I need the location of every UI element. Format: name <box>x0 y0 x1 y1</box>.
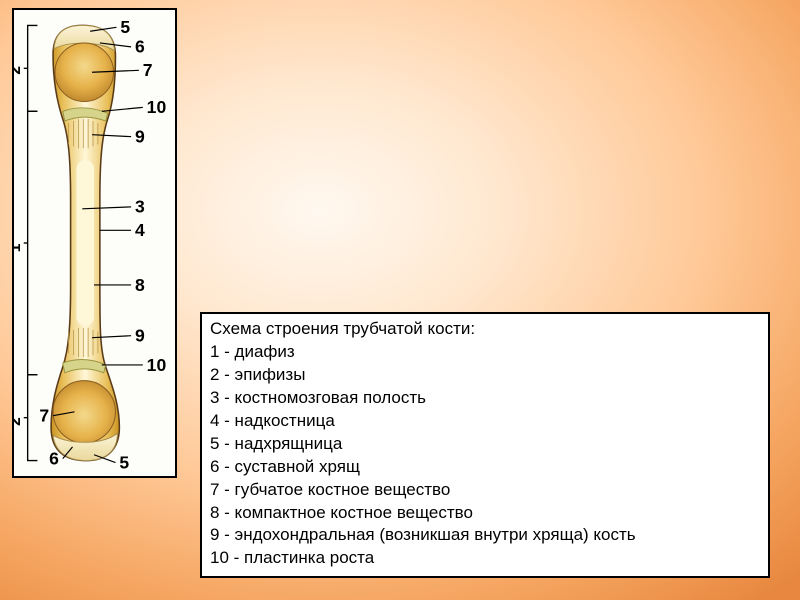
bracket-label: 2 <box>14 417 24 426</box>
section-brackets: 1 2 2 <box>14 25 37 460</box>
legend-row: 6 - суставной хрящ <box>210 456 760 479</box>
legend-row: 1 - диафиз <box>210 341 760 364</box>
pointer-label: 5 <box>120 17 130 37</box>
legend-items: 1 - диафиз2 - эпифизы3 - костномозговая … <box>210 341 760 570</box>
pointer-label: 5 <box>119 452 129 472</box>
pointer-label: 7 <box>143 60 153 80</box>
pointer-label: 6 <box>49 448 59 468</box>
bracket <box>28 111 38 374</box>
marrow-cavity <box>76 160 94 326</box>
legend-row: 4 - надкостница <box>210 410 760 433</box>
pointer-label: 9 <box>135 326 145 346</box>
legend-title: Схема строения трубчатой кости: <box>210 318 760 341</box>
bone-shape <box>51 25 119 460</box>
bracket-label: 1 <box>14 243 24 252</box>
legend-row: 3 - костномозговая полость <box>210 387 760 410</box>
pointer-label: 3 <box>135 197 145 217</box>
pointer-label: 6 <box>135 37 145 57</box>
legend-row: 10 - пластинка роста <box>210 547 760 570</box>
legend-row: 9 - эндохондральная (возникшая внутри хр… <box>210 524 760 547</box>
bone-diagram-svg: 122 567109348910765 <box>14 10 175 476</box>
pointer-label: 8 <box>135 275 145 295</box>
pointer-label: 9 <box>135 126 145 146</box>
bracket-label: 2 <box>14 66 24 75</box>
legend-row: 7 - губчатое костное вещество <box>210 479 760 502</box>
legend-row: 2 - эпифизы <box>210 364 760 387</box>
bracket <box>28 375 38 461</box>
pointer-label: 4 <box>135 220 145 240</box>
legend-row: 8 - компактное костное вещество <box>210 502 760 525</box>
bracket <box>28 25 38 111</box>
pointer-label: 10 <box>147 97 167 117</box>
inferior-epiphysis <box>53 381 115 443</box>
bone-diagram-panel: 122 567109348910765 <box>12 8 177 478</box>
legend-panel: Схема строения трубчатой кости: 1 - диаф… <box>200 312 770 578</box>
pointer-label: 7 <box>39 406 49 426</box>
pointer-label: 10 <box>147 355 167 375</box>
legend-row: 5 - надхрящница <box>210 433 760 456</box>
